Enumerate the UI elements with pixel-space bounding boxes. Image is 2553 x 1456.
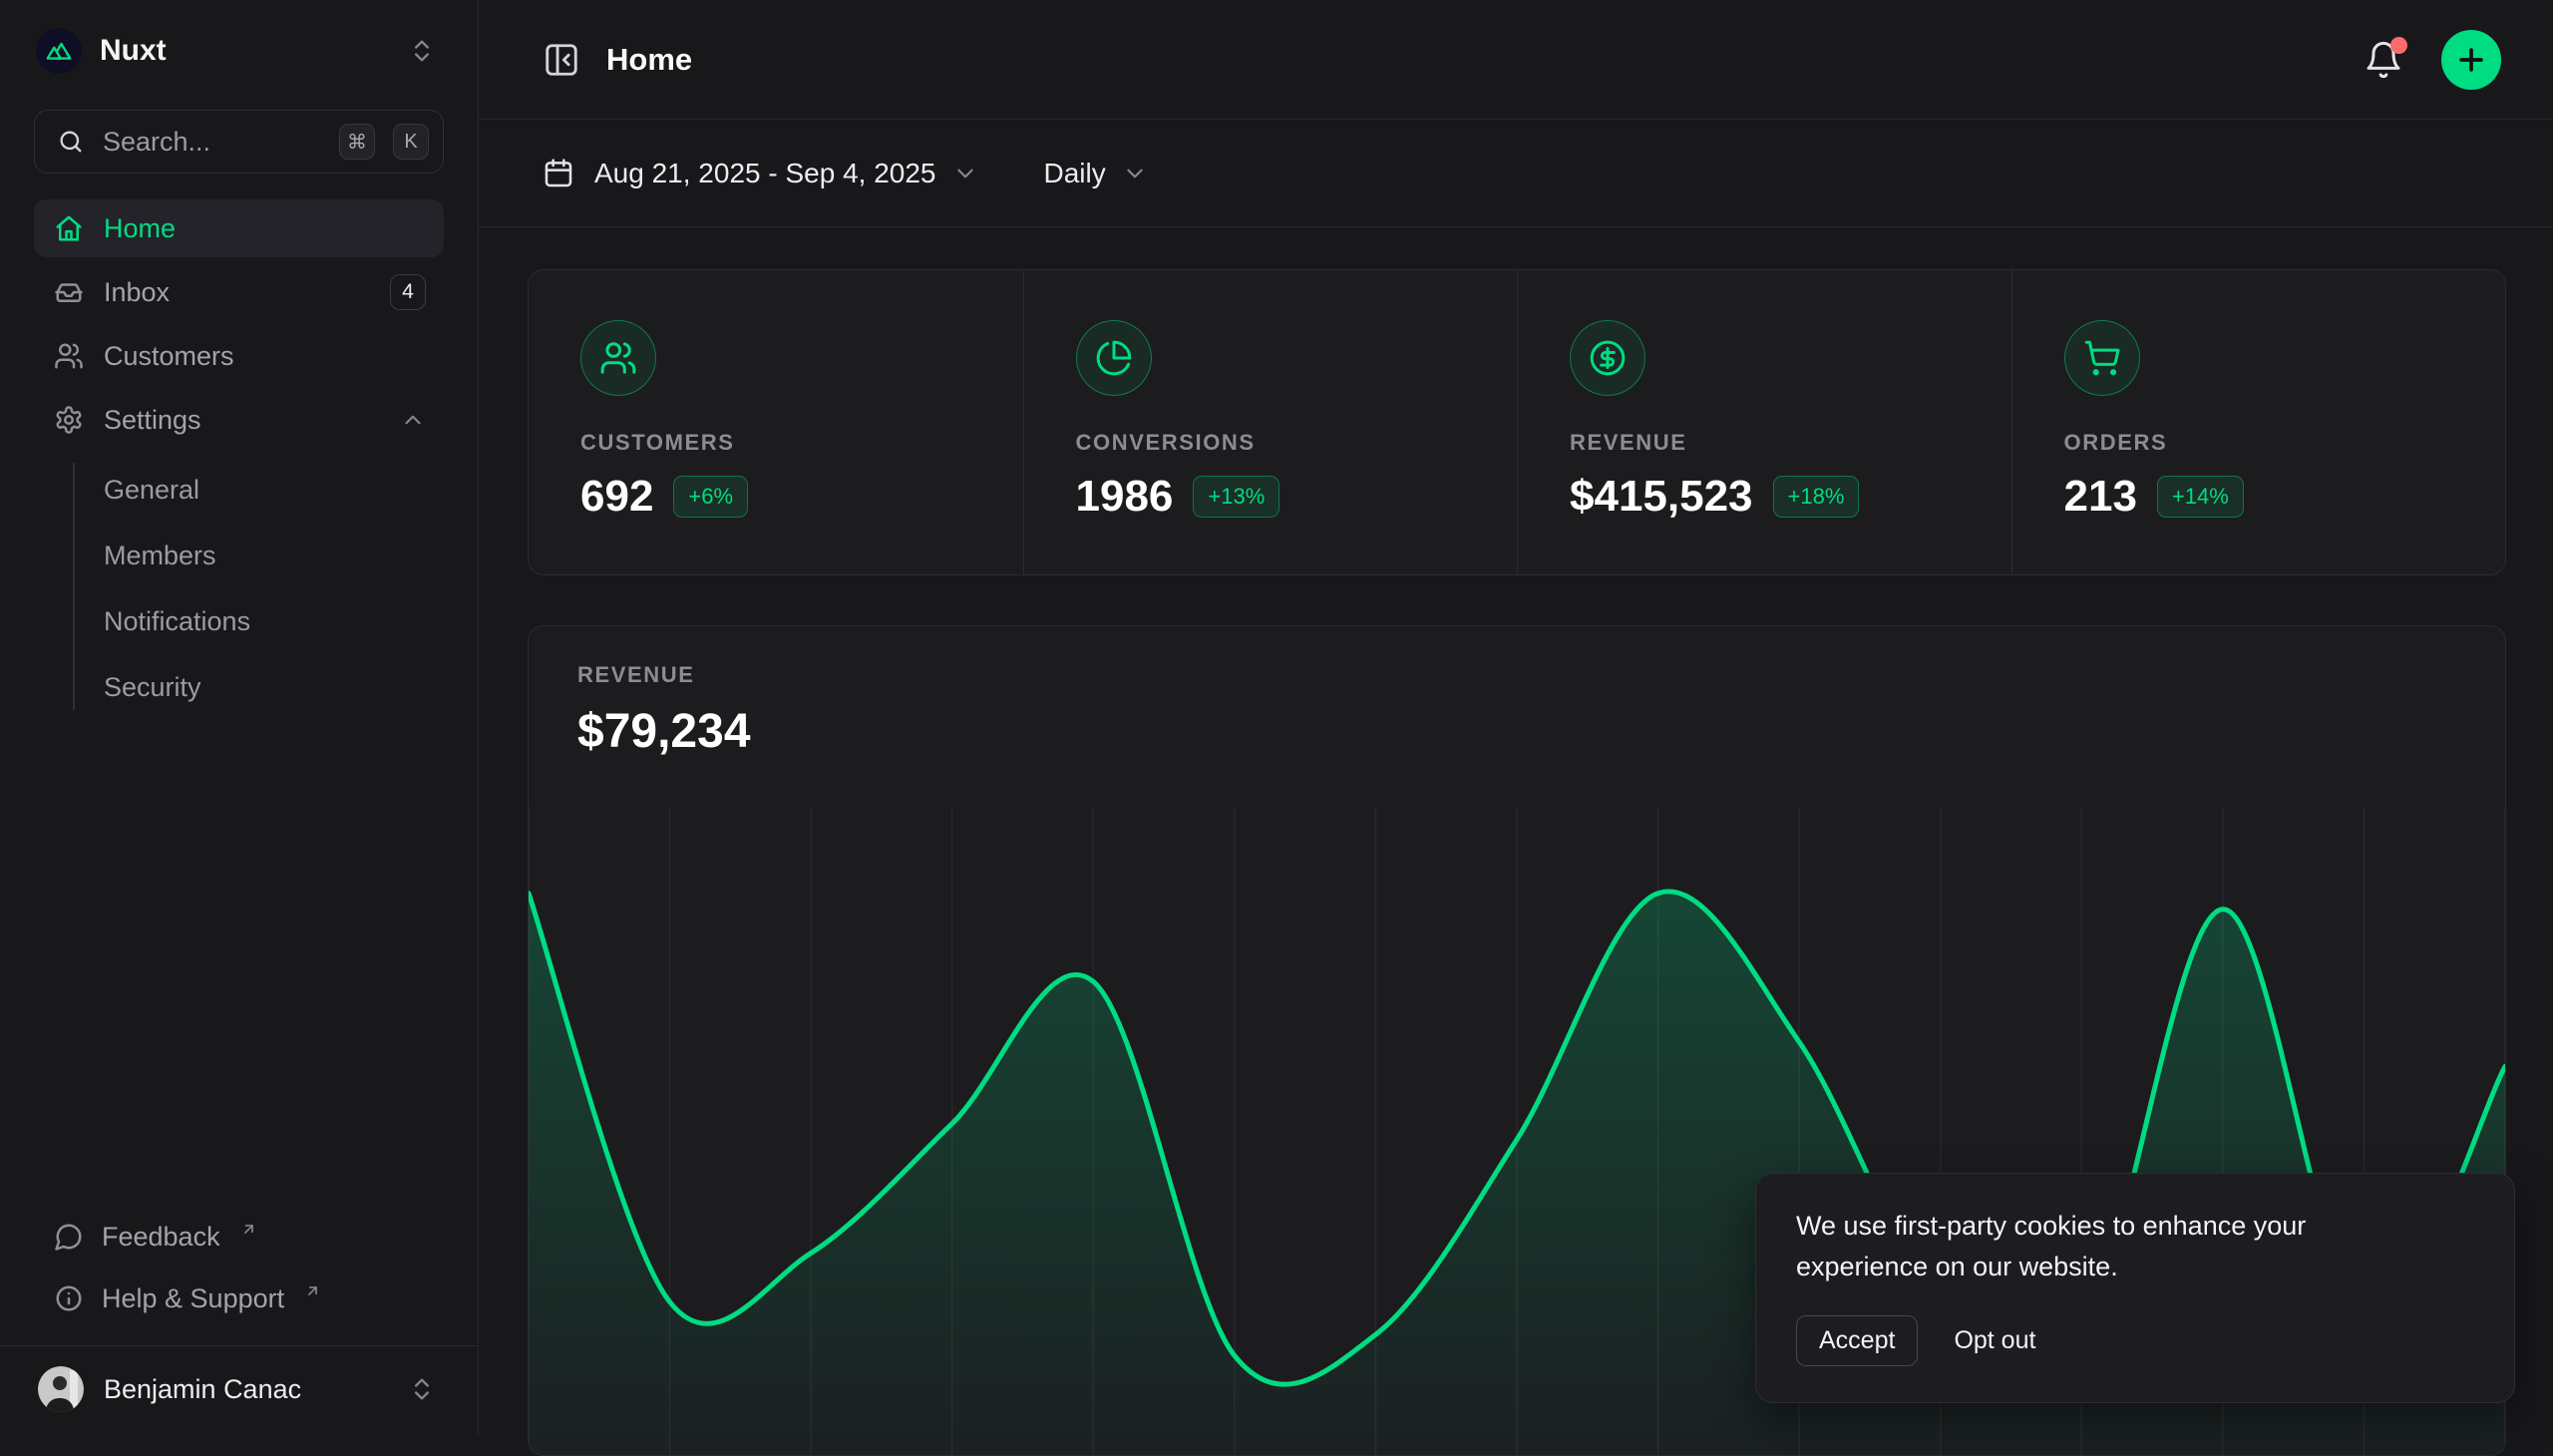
chart-total-value: $79,234 xyxy=(577,704,2505,759)
chevrons-up-down-icon xyxy=(408,37,436,65)
cookie-message: We use first-party cookies to enhance yo… xyxy=(1796,1206,2424,1287)
page-header: Home xyxy=(479,0,2553,120)
sidebar-item-label: Inbox xyxy=(104,277,170,308)
search-input[interactable]: Search... ⌘ K xyxy=(34,110,444,174)
sidebar-item-security[interactable]: Security xyxy=(34,654,444,720)
org-switcher[interactable]: Nuxt xyxy=(34,14,444,88)
date-range-picker[interactable]: Aug 21, 2025 - Sep 4, 2025 xyxy=(594,158,978,189)
user-name: Benjamin Canac xyxy=(104,1374,388,1405)
chevron-down-icon xyxy=(1122,161,1148,186)
sidebar-item-settings[interactable]: Settings xyxy=(34,391,444,449)
sidebar-item-members[interactable]: Members xyxy=(34,523,444,588)
stat-card-revenue[interactable]: REVENUE $415,523 +18% xyxy=(1517,270,2011,574)
sidebar: Nuxt Search... ⌘ K Home xyxy=(0,0,479,1436)
filters-toolbar: Aug 21, 2025 - Sep 4, 2025 Daily xyxy=(479,120,2553,227)
granularity-value: Daily xyxy=(1044,158,1106,189)
stat-value: 1986 xyxy=(1076,472,1174,522)
opt-out-button[interactable]: Opt out xyxy=(1954,1326,2035,1355)
search-icon xyxy=(57,128,85,156)
date-range-value: Aug 21, 2025 - Sep 4, 2025 xyxy=(594,158,936,189)
sidebar-item-label: Customers xyxy=(104,341,234,372)
org-name: Nuxt xyxy=(100,34,390,68)
users-icon xyxy=(580,320,656,396)
chart-title: REVENUE xyxy=(577,662,2505,688)
feedback-link[interactable]: Feedback xyxy=(34,1206,444,1268)
gear-icon xyxy=(54,405,84,435)
stats-panel: CUSTOMERS 692 +6% CONVERSIONS 1986 +13% xyxy=(528,269,2506,575)
notification-dot xyxy=(2390,37,2407,54)
page-title: Home xyxy=(606,42,692,78)
search-placeholder: Search... xyxy=(103,127,321,158)
info-circle-icon xyxy=(54,1283,84,1313)
stat-delta-badge: +14% xyxy=(2157,476,2244,518)
stat-label: CUSTOMERS xyxy=(580,430,1023,456)
nuxt-logo xyxy=(36,28,82,74)
cookie-banner: We use first-party cookies to enhance yo… xyxy=(1755,1173,2515,1403)
stat-value: 692 xyxy=(580,472,653,522)
stat-delta-badge: +6% xyxy=(673,476,748,518)
feedback-label: Feedback xyxy=(102,1222,220,1253)
stat-label: CONVERSIONS xyxy=(1076,430,1518,456)
calendar-icon xyxy=(543,158,574,189)
chevron-up-icon xyxy=(400,407,426,433)
dollar-circle-icon xyxy=(1570,320,1645,396)
stat-value: 213 xyxy=(2064,472,2137,522)
stat-card-conversions[interactable]: CONVERSIONS 1986 +13% xyxy=(1023,270,1518,574)
chevron-down-icon xyxy=(952,161,978,186)
home-icon xyxy=(54,213,84,243)
help-support-link[interactable]: Help & Support xyxy=(34,1268,444,1329)
sidebar-nav: Home Inbox 4 Customers xyxy=(34,199,444,720)
sidebar-item-label: Home xyxy=(104,213,176,244)
chevrons-up-down-icon xyxy=(408,1375,436,1403)
stat-value: $415,523 xyxy=(1570,472,1753,522)
sidebar-collapse-icon[interactable] xyxy=(543,41,580,79)
plus-icon xyxy=(2454,43,2488,77)
pie-chart-icon xyxy=(1076,320,1152,396)
avatar xyxy=(38,1366,84,1412)
sidebar-item-home[interactable]: Home xyxy=(34,199,444,257)
kbd-cmd: ⌘ xyxy=(339,124,375,160)
inbox-badge: 4 xyxy=(390,274,426,310)
sidebar-footer: Feedback Help & Support xyxy=(34,1206,444,1436)
external-link-icon xyxy=(304,1282,321,1299)
sidebar-item-general[interactable]: General xyxy=(34,457,444,523)
granularity-select[interactable]: Daily xyxy=(1044,158,1148,189)
sidebar-item-inbox[interactable]: Inbox 4 xyxy=(34,263,444,321)
stat-delta-badge: +18% xyxy=(1773,476,1860,518)
stat-delta-badge: +13% xyxy=(1193,476,1279,518)
users-icon xyxy=(54,341,84,371)
user-menu[interactable]: Benjamin Canac xyxy=(34,1346,444,1432)
kbd-k: K xyxy=(393,124,429,160)
stat-label: REVENUE xyxy=(1570,430,2011,456)
inbox-icon xyxy=(54,277,84,307)
help-support-label: Help & Support xyxy=(102,1283,284,1314)
chat-bubble-icon xyxy=(54,1222,84,1252)
stat-label: ORDERS xyxy=(2064,430,2506,456)
sidebar-item-label: Settings xyxy=(104,405,201,436)
external-link-icon xyxy=(240,1221,257,1238)
stat-card-orders[interactable]: ORDERS 213 +14% xyxy=(2011,270,2506,574)
settings-subnav: General Members Notifications Security xyxy=(34,457,444,720)
stat-card-customers[interactable]: CUSTOMERS 692 +6% xyxy=(529,270,1023,574)
notifications-button[interactable] xyxy=(2364,40,2403,80)
accept-button[interactable]: Accept xyxy=(1796,1315,1918,1366)
sidebar-item-notifications[interactable]: Notifications xyxy=(34,588,444,654)
header-actions xyxy=(2364,30,2501,90)
cart-icon xyxy=(2064,320,2140,396)
add-button[interactable] xyxy=(2441,30,2501,90)
sidebar-item-customers[interactable]: Customers xyxy=(34,327,444,385)
